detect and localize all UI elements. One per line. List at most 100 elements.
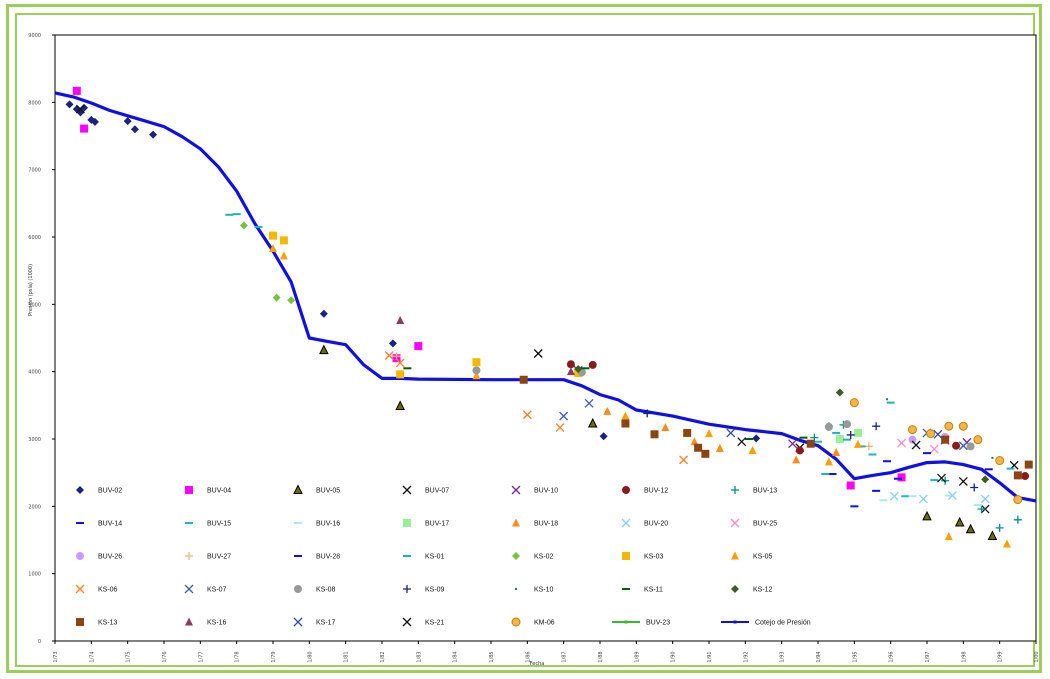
- data-points: [65, 86, 1033, 548]
- data-point: [853, 428, 862, 437]
- legend-swatch: [76, 552, 84, 560]
- legend-swatch: [76, 618, 84, 626]
- x-tick-label: 1/98: [961, 651, 967, 662]
- data-point: [679, 455, 689, 465]
- data-point: [908, 435, 917, 444]
- legend-swatch: [403, 585, 411, 593]
- legend-swatch: [402, 617, 412, 627]
- x-tick-label: 1/89: [634, 651, 640, 662]
- legend-label: KS-05: [753, 554, 773, 561]
- legend-swatch: [731, 551, 739, 560]
- legend-swatch: [184, 584, 194, 594]
- legend-swatch: [402, 485, 412, 495]
- data-point: [901, 495, 910, 498]
- legend-label: KS-02: [534, 554, 554, 561]
- data-point: [566, 360, 575, 369]
- legend-swatch: [76, 522, 84, 524]
- data-point: [319, 309, 328, 318]
- legend-swatch: [515, 588, 517, 590]
- data-point: [981, 475, 990, 484]
- legend-item: BUV-16: [294, 521, 340, 528]
- legend-item: KS-12: [731, 585, 773, 594]
- legend-item: BUV-15: [185, 521, 231, 528]
- data-point: [977, 505, 986, 514]
- data-point: [130, 125, 139, 134]
- data-point: [690, 437, 699, 446]
- legend-swatch: [403, 555, 411, 557]
- legend-label: KS-08: [316, 587, 336, 594]
- data-point: [149, 130, 158, 139]
- data-point: [287, 296, 296, 305]
- y-tick-label: 5000: [28, 302, 41, 308]
- legend-item: BUV-10: [511, 485, 558, 495]
- data-point: [821, 473, 830, 476]
- x-tick-label: 1/74: [89, 651, 95, 662]
- data-point: [396, 370, 405, 379]
- data-point: [1021, 472, 1030, 481]
- data-point: [603, 406, 612, 415]
- data-point: [846, 481, 855, 490]
- data-point: [883, 460, 892, 463]
- data-point: [472, 371, 481, 380]
- data-point: [846, 430, 855, 439]
- data-point: [65, 100, 74, 109]
- data-point: [850, 505, 859, 508]
- x-tick-label: 1/81: [344, 651, 350, 662]
- data-point: [694, 443, 703, 452]
- data-point: [984, 468, 993, 471]
- legend-swatch: [622, 486, 630, 494]
- legend-item: BUV-20: [621, 518, 668, 528]
- x-tick-label: 1/76: [162, 651, 168, 662]
- legend-label: BUV-04: [207, 488, 231, 495]
- legend-item: BUV-17: [403, 519, 449, 528]
- data-point: [239, 221, 248, 230]
- legend-label: KS-09: [425, 587, 445, 594]
- data-point: [879, 499, 888, 502]
- data-point: [889, 491, 899, 501]
- data-point: [995, 523, 1004, 532]
- y-tick-label: 8000: [28, 100, 41, 106]
- y-tick-label: 2000: [28, 504, 41, 510]
- y-tick-label: 0: [38, 639, 41, 645]
- pressure-match-series: [54, 91, 1037, 503]
- data-point: [886, 398, 889, 401]
- data-point: [752, 434, 761, 443]
- x-tick-label: 1/86: [525, 651, 531, 662]
- plot-area: [54, 34, 1037, 642]
- legend-swatch: [622, 588, 630, 590]
- data-point: [319, 344, 329, 355]
- data-point: [599, 432, 608, 441]
- data-point: [737, 437, 747, 447]
- data-point: [705, 429, 713, 438]
- data-point: [857, 445, 866, 448]
- y-axis: 9000 8000 7000 6000 5000 4000 3000 2000 1000 0: [28, 33, 55, 645]
- data-point: [75, 104, 85, 114]
- data-point: [897, 473, 906, 482]
- data-point: [835, 435, 844, 443]
- data-point: [828, 473, 837, 476]
- data-point: [941, 476, 950, 485]
- data-point: [954, 516, 965, 527]
- data-point: [533, 349, 543, 358]
- data-point: [269, 243, 277, 252]
- legend-item: BUV-12: [622, 486, 668, 495]
- legend-label: Cotejo de Presión: [755, 620, 811, 627]
- legend-swatch: [511, 485, 521, 495]
- data-point: [937, 473, 946, 483]
- legend-swatch: [403, 519, 411, 527]
- data-point: [1013, 515, 1022, 524]
- data-point: [973, 435, 983, 445]
- legend-label: KS-06: [98, 587, 118, 594]
- legend-item: KS-02: [512, 552, 554, 561]
- legend-swatch: [721, 620, 749, 624]
- data-point: [1013, 495, 1023, 505]
- data-point: [621, 419, 630, 428]
- data-point: [995, 456, 1005, 466]
- legend-swatch: [731, 486, 739, 494]
- data-point: [1006, 467, 1015, 470]
- x-tick-label: 1/85: [489, 651, 495, 662]
- legend-label: BUV-02: [98, 488, 122, 495]
- data-point: [414, 342, 423, 351]
- legend-item: BUV-05: [293, 484, 340, 495]
